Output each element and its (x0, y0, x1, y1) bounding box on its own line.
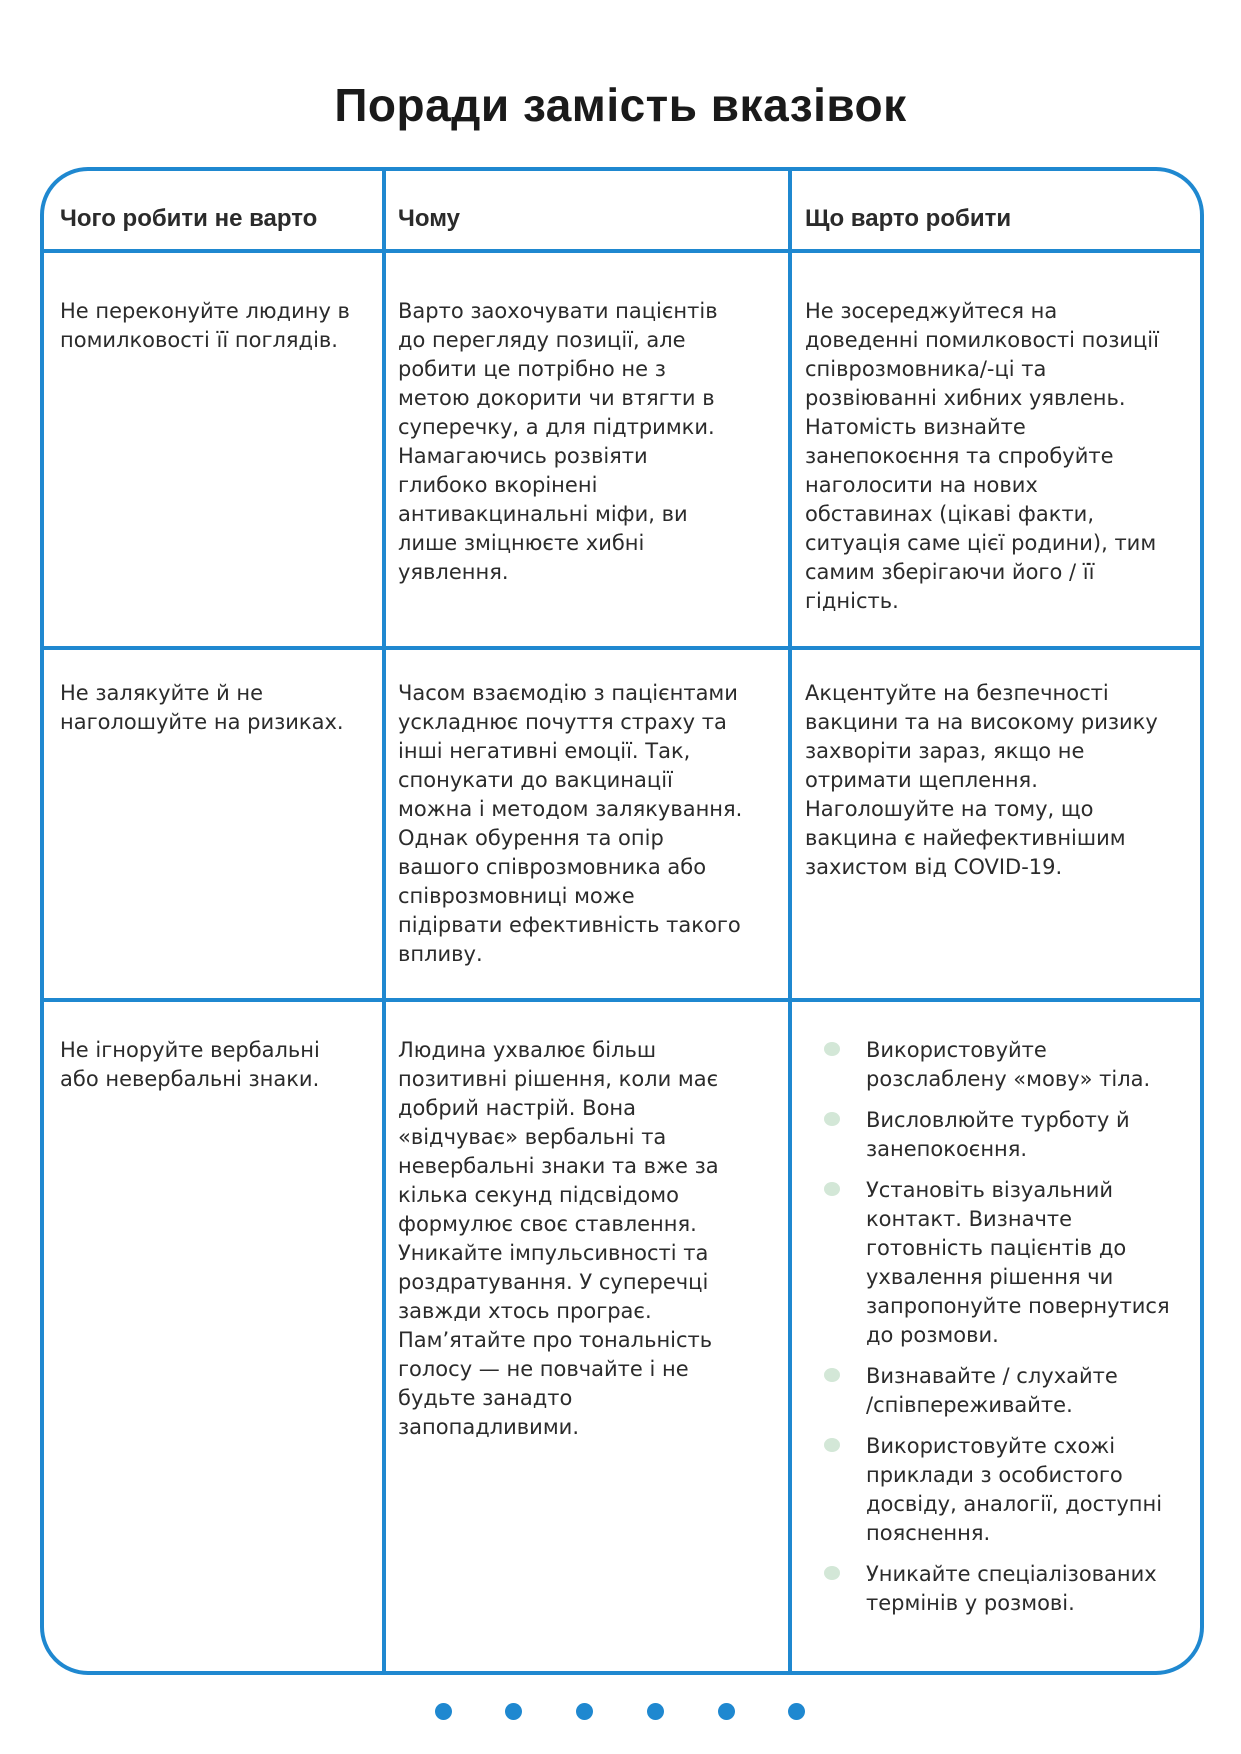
bullet-icon (824, 1566, 840, 1580)
page-dot[interactable] (576, 1703, 593, 1720)
bullet-icon (824, 1112, 840, 1126)
row1-dont: Не переконуйте людину в помилковості її … (60, 299, 350, 352)
list-item: Уникайте спеціалізованих термінів у розм… (824, 1560, 1204, 1618)
row3-why: Людина ухвалює більш позитивні рішення, … (398, 1038, 719, 1439)
row-divider (44, 998, 1200, 1002)
column-header-do: Що варто робити (805, 205, 1012, 232)
bullet-icon (824, 1042, 840, 1056)
row1-do: Не зосереджуйтеся на доведенні помилково… (805, 299, 1159, 613)
row2-dont: Не залякуйте й не наголошуйте на ризиках… (60, 681, 344, 734)
row2-do: Акцентуйте на безпечності вакцини та на … (805, 681, 1158, 879)
page-dot[interactable] (435, 1703, 452, 1720)
list-item: Висловлюйте турботу й занепокоєння. (824, 1106, 1204, 1164)
column-divider (382, 171, 386, 1671)
page-dot[interactable] (718, 1703, 735, 1720)
list-item: Використовуйте розслаблену «мову» тіла. (824, 1036, 1204, 1094)
column-header-dont: Чого робити не варто (60, 205, 318, 232)
row2-why: Часом взаємодію з пацієнтами ускладнює п… (398, 681, 743, 966)
list-item: Визнавайте / слухайте /співпереживайте. (824, 1362, 1204, 1420)
page-dot[interactable] (788, 1703, 805, 1720)
row3-dont: Не ігноруйте вербальні або невербальні з… (60, 1038, 320, 1091)
page-title: Поради замість вказівок (334, 79, 907, 131)
page-dot[interactable] (505, 1703, 522, 1720)
list-item: Установіть візуальний контакт. Визначте … (824, 1176, 1204, 1350)
column-divider (788, 171, 792, 1671)
row-divider (44, 646, 1200, 650)
bullet-icon (824, 1368, 840, 1382)
column-header-why: Чому (398, 205, 460, 232)
bullet-icon (824, 1438, 840, 1452)
header-divider (44, 249, 1200, 253)
page-dot[interactable] (647, 1703, 664, 1720)
bullet-icon (824, 1182, 840, 1196)
row3-do-list: Використовуйте розслаблену «мову» тіла. … (824, 1036, 1204, 1630)
list-item: Використовуйте схожі приклади з особисто… (824, 1432, 1204, 1548)
row1-why: Варто заохочувати пацієнтів до перегляду… (398, 299, 718, 584)
advice-table: Чого робити не варто Чому Що варто робит… (40, 167, 1204, 1675)
